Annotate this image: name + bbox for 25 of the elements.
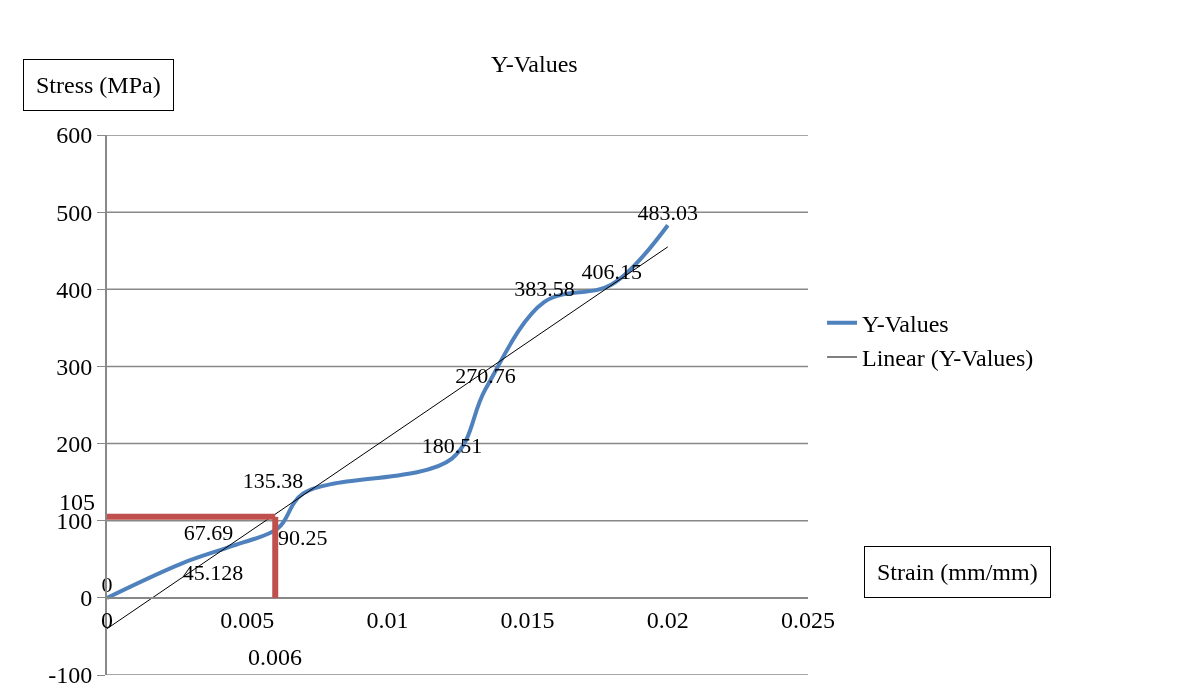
legend-label: Linear (Y-Values) xyxy=(862,345,1034,372)
ref-line-label: 105 xyxy=(59,489,95,515)
ref-line-label: 0.006 xyxy=(248,644,302,670)
y-tick-label: 400 xyxy=(56,276,93,303)
data-label: 67.69 xyxy=(183,520,234,546)
data-label: 483.03 xyxy=(637,199,699,225)
x-tick-label: 0.02 xyxy=(646,606,689,633)
x-tick-label: 0.015 xyxy=(500,606,555,633)
x-axis-title: Strain (mm/mm) xyxy=(877,559,1038,585)
y-tick-label: 500 xyxy=(56,199,93,226)
y-tick-label: 300 xyxy=(56,353,93,380)
data-label: 90.25 xyxy=(278,524,328,550)
legend-label: Y-Values xyxy=(862,311,949,338)
y-axis-title: Stress (MPa) xyxy=(36,72,161,98)
y-tick-label: -100 xyxy=(48,662,93,689)
chart-title: Y-Values xyxy=(491,51,578,77)
x-tick-label: 0.01 xyxy=(366,606,409,633)
x-tick-label: 0.005 xyxy=(220,606,275,633)
data-label: 383.58 xyxy=(514,276,575,302)
data-label: 135.38 xyxy=(242,467,304,493)
y-tick-label: 600 xyxy=(56,122,93,149)
x-tick-label: 0 xyxy=(101,606,113,633)
y-tick-label: 200 xyxy=(56,430,93,457)
x-tick-label: 0.025 xyxy=(781,606,835,633)
y-tick-label: 0 xyxy=(80,585,93,612)
